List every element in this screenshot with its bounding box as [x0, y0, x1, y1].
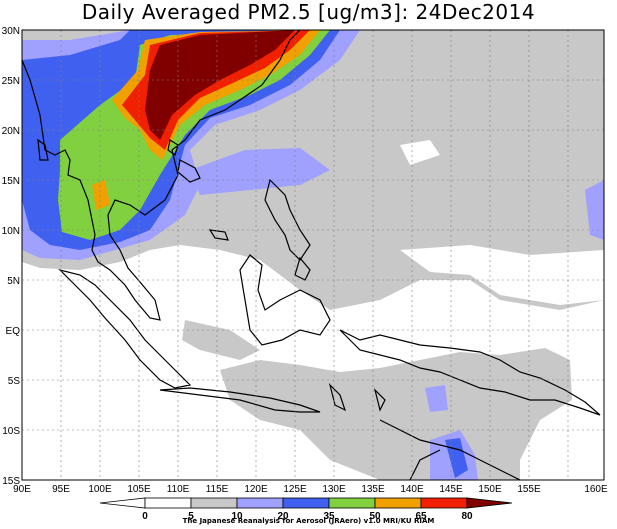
lat-label: 30N — [2, 26, 20, 37]
colorbar-tick: 0 — [142, 511, 148, 522]
data-source-credit: The Japanese Reanalysis for Aerosol (JRA… — [182, 517, 435, 525]
lat-label: 5N — [7, 276, 20, 287]
colorbar-segment — [420, 497, 468, 509]
lat-label: 5S — [8, 376, 21, 387]
lon-label: 150E — [478, 484, 502, 495]
pm25-field-35-50 — [58, 30, 330, 240]
lat-label: 15N — [2, 176, 20, 187]
lon-label: 115E — [206, 484, 229, 495]
map-frame — [21, 29, 605, 481]
colorbar-tick: 5 — [188, 511, 194, 522]
lat-label: 20N — [2, 126, 20, 137]
colorbar-segment — [190, 497, 238, 509]
lat-label: 10S — [2, 426, 20, 437]
colorbar: 0 5 10 20 35 50 65 80 — [99, 497, 513, 522]
lon-label: 135E — [361, 484, 385, 495]
lon-label: 130E — [322, 484, 346, 495]
colorbar-tick: 65 — [415, 511, 427, 522]
map-title: Daily Averaged PM2.5 [ug/m3]: 24Dec2014 — [81, 0, 536, 24]
pm25-field-over-80 — [145, 30, 295, 140]
colorbar-arrow-right — [466, 497, 513, 509]
longitude-labels: 90E 95E 100E 105E 110E 115E 120E 125E 13… — [13, 484, 608, 495]
colorbar-tick: 50 — [369, 511, 381, 522]
pm25-field-5-10-south — [220, 348, 572, 480]
lon-label: 100E — [88, 484, 112, 495]
clean-patch — [400, 140, 440, 165]
lon-label: 145E — [439, 484, 463, 495]
concentration-field — [22, 30, 604, 480]
lon-label: 140E — [400, 484, 424, 495]
colorbar-segment — [328, 497, 376, 509]
colorbar-tick: 10 — [231, 511, 243, 522]
lon-label: 120E — [244, 484, 268, 495]
colorbar-segment — [374, 497, 422, 509]
lon-label: 160E — [584, 484, 608, 495]
colorbar-segment — [236, 497, 284, 509]
lon-label: 125E — [283, 484, 307, 495]
colorbar-arrow-left — [99, 497, 146, 509]
lat-label: 15S — [2, 476, 20, 487]
coastlines — [22, 30, 601, 480]
colorbar-segment — [282, 497, 330, 509]
lat-label: 10N — [2, 226, 20, 237]
lat-label: 25N — [2, 76, 20, 87]
lon-label: 95E — [52, 484, 70, 495]
colorbar-tick: 80 — [461, 511, 473, 522]
latitude-labels: 30N 25N 20N 15N 10N 5N EQ 5S 10S 15S — [2, 26, 21, 487]
lon-label: 155E — [517, 484, 541, 495]
colorbar-tick: 35 — [323, 511, 335, 522]
lat-label: EQ — [6, 326, 21, 337]
colorbar-tick: 20 — [277, 511, 289, 522]
lon-label: 90E — [13, 484, 31, 495]
lon-label: 105E — [127, 484, 151, 495]
colorbar-segment — [144, 497, 192, 509]
lon-label: 110E — [167, 484, 190, 495]
